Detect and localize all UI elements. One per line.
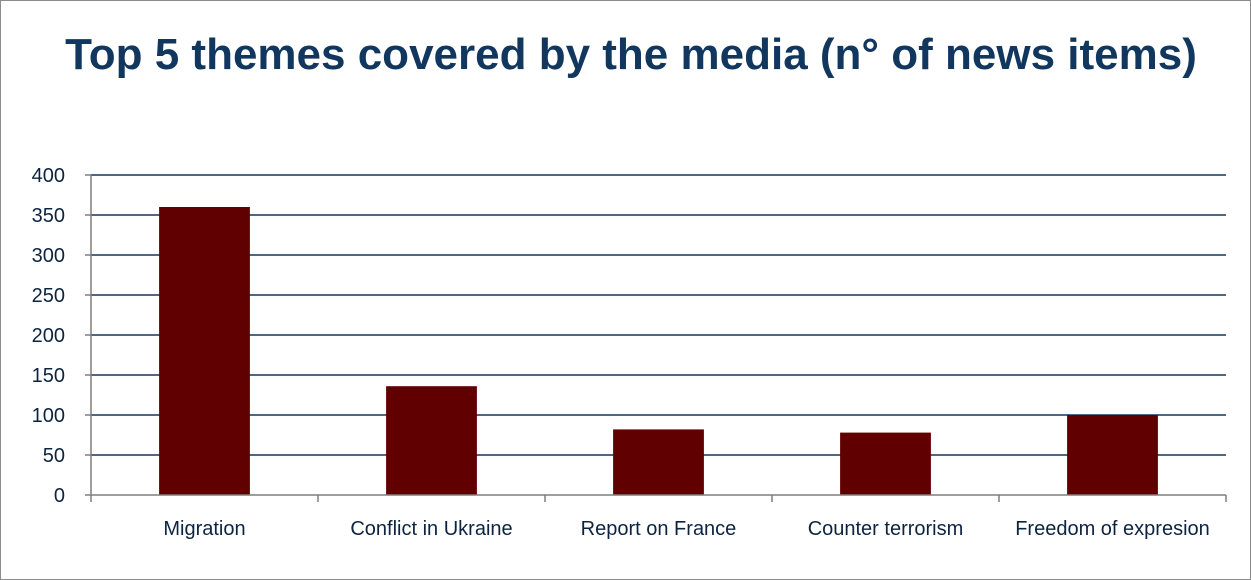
bar-migration [159, 207, 250, 495]
y-tick-label: 0 [54, 485, 65, 507]
bar-conflict-in-ukraine [386, 386, 477, 495]
bars [159, 207, 1158, 495]
x-tick-label: Report on France [581, 518, 737, 540]
y-tick-label: 200 [32, 325, 65, 347]
x-tick-label: Freedom of expresion [1015, 518, 1210, 540]
x-tick-label: Counter terrorism [808, 518, 964, 540]
y-tick-label: 300 [32, 245, 65, 267]
y-tick-label: 150 [32, 365, 65, 387]
gridlines [91, 175, 1226, 455]
y-tick-label: 400 [32, 165, 65, 187]
x-tick-label: Migration [163, 518, 245, 540]
y-tick-label: 350 [32, 205, 65, 227]
y-tick-label: 100 [32, 405, 65, 427]
bar-counter-terrorism [840, 433, 931, 495]
bar-freedom-of-expresion [1067, 415, 1158, 495]
y-tick-label: 50 [43, 445, 65, 467]
bar-report-on-france [613, 429, 704, 495]
x-tick-label: Conflict in Ukraine [350, 518, 512, 540]
y-tick-label: 250 [32, 285, 65, 307]
